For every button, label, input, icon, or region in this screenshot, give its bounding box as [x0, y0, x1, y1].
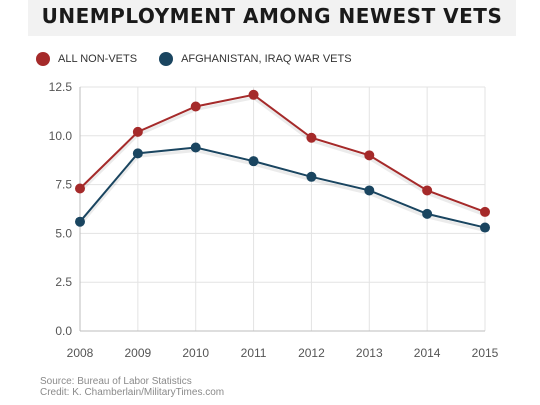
credit-note: Credit: K. Chamberlain/MilitaryTimes.com [40, 387, 225, 398]
legend-label-nonvets: ALL NON-VETS [58, 53, 138, 65]
y-tick-label: 5.0 [55, 226, 72, 240]
data-point-nonvets [132, 126, 143, 137]
legend-swatch-nonvets [36, 52, 50, 66]
chart-footer: Source: Bureau of Labor Statistics Credi… [40, 376, 224, 398]
data-point-vets [132, 148, 143, 159]
series-line-vets [79, 146, 486, 229]
data-point-vets [248, 156, 259, 167]
y-tick-label: 7.5 [55, 178, 72, 192]
data-point-vets [364, 185, 375, 196]
x-tick-label: 2011 [241, 346, 267, 360]
data-point-nonvets [190, 101, 201, 112]
legend-swatch-vets [159, 52, 174, 66]
x-tick-label: 2008 [67, 346, 94, 360]
data-point-nonvets [364, 150, 375, 161]
x-tick-label: 2015 [472, 346, 499, 360]
data-point-vets [422, 208, 433, 219]
chart-title: UNEMPLOYMENT AMONG NEWEST VETS [41, 4, 503, 28]
y-tick-label: 2.5 [55, 275, 72, 289]
data-point-nonvets [480, 206, 490, 217]
x-tick-label: 2010 [182, 346, 209, 360]
series-line-shadow-nonvets [78, 96, 486, 217]
data-point-nonvets [75, 183, 85, 194]
legend-item-vets: AFGHANISTAN, IRAQ WAR VETS [159, 52, 352, 66]
legend: ALL NON-VETS AFGHANISTAN, IRAQ WAR VETS [36, 50, 374, 68]
data-point-vets [190, 142, 201, 153]
series-line-nonvets [79, 93, 486, 213]
data-point-vets [75, 216, 85, 227]
y-tick-label: 12.5 [49, 80, 73, 94]
x-tick-label: 2009 [125, 346, 152, 360]
data-point-vets [480, 222, 490, 233]
legend-item-nonvets: ALL NON-VETS [36, 52, 137, 66]
data-point-nonvets [248, 89, 259, 100]
data-point-nonvets [422, 185, 433, 196]
series-line-shadow-vets [78, 148, 486, 233]
x-tick-label: 2012 [298, 346, 325, 360]
data-point-vets [306, 171, 317, 182]
title-band [28, 0, 516, 36]
y-tick-label: 10.0 [49, 129, 73, 143]
y-tick-label: 0.0 [55, 324, 72, 338]
x-tick-label: 2014 [414, 346, 441, 360]
source-note: Source: Bureau of Labor Statistics [40, 376, 192, 387]
x-tick-label: 2013 [356, 346, 383, 360]
legend-label-vets: AFGHANISTAN, IRAQ WAR VETS [181, 53, 352, 65]
data-point-nonvets [306, 132, 317, 143]
